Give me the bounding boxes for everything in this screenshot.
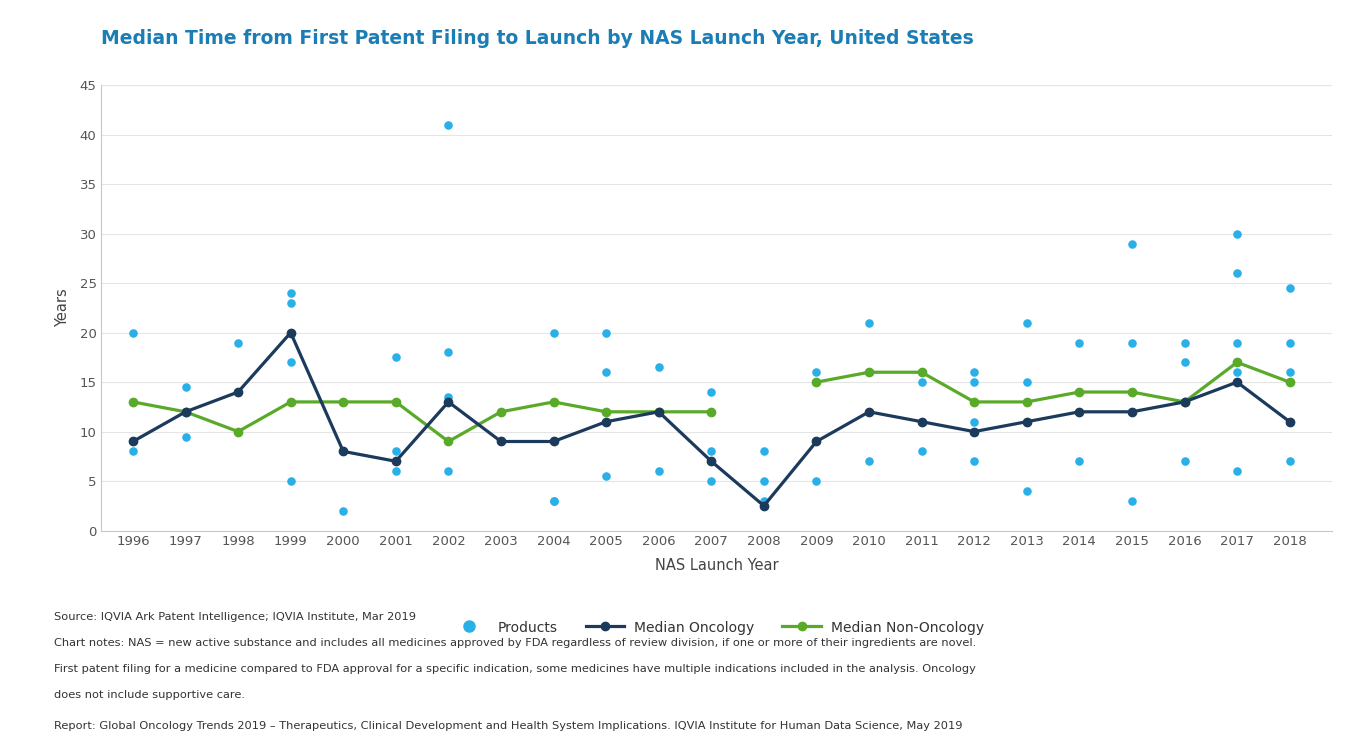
- Point: [385, 445, 407, 457]
- Point: [542, 495, 564, 507]
- Point: [333, 396, 354, 408]
- Point: [911, 416, 933, 427]
- Point: [964, 376, 986, 388]
- Point: [280, 297, 301, 309]
- Point: [700, 386, 722, 398]
- Point: [911, 367, 933, 378]
- Point: [595, 367, 617, 378]
- Text: Median Time from First Patent Filing to Launch by NAS Launch Year, United States: Median Time from First Patent Filing to …: [101, 29, 975, 48]
- Point: [1015, 376, 1037, 388]
- Point: [753, 495, 775, 507]
- Point: [1226, 267, 1248, 279]
- Point: [438, 119, 460, 131]
- Point: [806, 475, 827, 487]
- Point: [753, 445, 775, 457]
- Text: does not include supportive care.: does not include supportive care.: [54, 690, 245, 700]
- Point: [385, 465, 407, 477]
- Point: [1279, 282, 1301, 294]
- Point: [491, 436, 512, 447]
- Point: [174, 430, 196, 442]
- Point: [1226, 228, 1248, 240]
- Point: [1068, 337, 1090, 349]
- Point: [280, 475, 301, 487]
- Point: [964, 416, 986, 427]
- Point: [1174, 337, 1195, 349]
- Point: [1121, 237, 1142, 249]
- Point: [1121, 406, 1142, 418]
- Point: [1174, 396, 1195, 408]
- Point: [859, 317, 880, 329]
- Text: Chart notes: NAS = new active substance and includes all medicines approved by F: Chart notes: NAS = new active substance …: [54, 638, 976, 648]
- Point: [542, 495, 564, 507]
- Point: [491, 436, 512, 447]
- Point: [1174, 456, 1195, 467]
- Point: [1015, 485, 1037, 497]
- Point: [648, 465, 669, 477]
- Point: [595, 416, 617, 427]
- Point: [1068, 456, 1090, 467]
- Point: [280, 287, 301, 299]
- Point: [1174, 356, 1195, 368]
- Text: Source: IQVIA Ark Patent Intelligence; IQVIA Institute, Mar 2019: Source: IQVIA Ark Patent Intelligence; I…: [54, 612, 416, 622]
- Point: [859, 406, 880, 418]
- Point: [1015, 416, 1037, 427]
- Point: [1121, 337, 1142, 349]
- Point: [964, 367, 986, 378]
- Point: [174, 406, 196, 418]
- Point: [911, 445, 933, 457]
- Point: [1279, 456, 1301, 467]
- Point: [595, 326, 617, 338]
- Point: [1226, 465, 1248, 477]
- Point: [806, 436, 827, 447]
- Text: Report: Global Oncology Trends 2019 – Therapeutics, Clinical Development and Hea: Report: Global Oncology Trends 2019 – Th…: [54, 721, 963, 731]
- Point: [911, 376, 933, 388]
- Point: [280, 356, 301, 368]
- Point: [700, 475, 722, 487]
- Point: [1226, 337, 1248, 349]
- Point: [1279, 367, 1301, 378]
- Point: [1015, 317, 1037, 329]
- Point: [1226, 367, 1248, 378]
- Point: [1279, 416, 1301, 427]
- Legend: Products, Median Oncology, Median Non-Oncology: Products, Median Oncology, Median Non-On…: [443, 615, 990, 640]
- Point: [333, 445, 354, 457]
- Point: [122, 326, 143, 338]
- Point: [700, 445, 722, 457]
- Point: [859, 456, 880, 467]
- Point: [648, 361, 669, 373]
- Point: [174, 381, 196, 393]
- Point: [595, 470, 617, 482]
- Y-axis label: Years: Years: [55, 289, 70, 327]
- Point: [385, 352, 407, 364]
- Point: [491, 436, 512, 447]
- Point: [1068, 386, 1090, 398]
- Text: First patent filing for a medicine compared to FDA approval for a specific indic: First patent filing for a medicine compa…: [54, 664, 976, 674]
- Point: [1121, 495, 1142, 507]
- Point: [227, 386, 249, 398]
- Point: [333, 505, 354, 516]
- Point: [859, 367, 880, 378]
- Point: [122, 436, 143, 447]
- Point: [753, 475, 775, 487]
- Point: [542, 326, 564, 338]
- Point: [122, 445, 143, 457]
- Point: [648, 406, 669, 418]
- Point: [227, 337, 249, 349]
- Point: [1279, 337, 1301, 349]
- Point: [438, 347, 460, 358]
- Point: [438, 465, 460, 477]
- Point: [806, 367, 827, 378]
- Point: [438, 391, 460, 403]
- X-axis label: NAS Launch Year: NAS Launch Year: [654, 558, 779, 573]
- Point: [964, 456, 986, 467]
